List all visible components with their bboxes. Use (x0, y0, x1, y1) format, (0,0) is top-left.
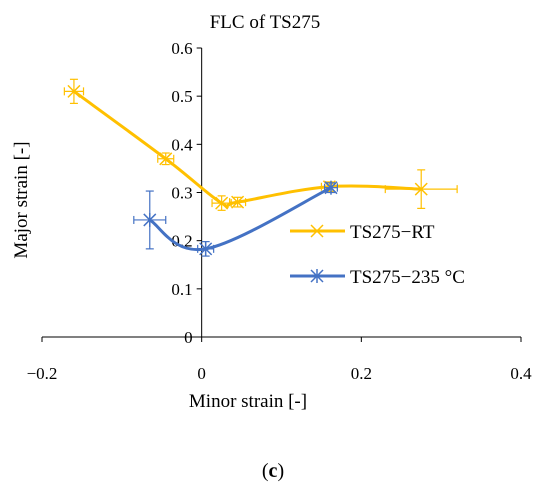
marker-stroke (231, 195, 245, 209)
marker-stroke (159, 152, 173, 166)
legend-label-rt: TS275−RT (350, 222, 435, 243)
legend: TS275−RT TS275−235 °C (290, 222, 465, 288)
y-axis-label: Major strain [-] (11, 141, 32, 258)
y-tick-label: 0 (184, 328, 193, 347)
caption-letter: c (269, 460, 278, 482)
chart-title: FLC of TS275 (210, 12, 321, 33)
data-point (231, 195, 245, 209)
y-tick-label: 0.3 (171, 184, 192, 203)
y-tick-label: 0.2 (171, 232, 192, 251)
x-tick-label: −0.2 (27, 364, 58, 383)
legend-marker-235 (310, 269, 324, 283)
series-line (148, 186, 332, 252)
y-tick-label: 0.5 (171, 87, 192, 106)
marker-stroke (310, 224, 324, 238)
data-point (199, 241, 213, 256)
x-tick-label: 0.2 (351, 364, 372, 383)
x-axis-label: Minor strain [-] (189, 391, 307, 412)
data-point (215, 196, 229, 210)
y-tick-labels: 0 0.1 0.2 0.3 0.4 0.5 0.6 (171, 39, 193, 347)
legend-marker (310, 224, 324, 238)
y-tick-label: 0.4 (171, 135, 193, 154)
data-point (67, 84, 81, 98)
y-tick-label: 0.1 (171, 280, 192, 299)
x-tick-label: 0 (197, 364, 206, 383)
legend-label-235: TS275−235 °C (350, 267, 465, 288)
series-rt (63, 78, 458, 211)
data-point (159, 152, 173, 166)
marker-stroke (414, 182, 428, 196)
x-tick-labels: −0.2 0 0.2 0.4 (27, 364, 533, 383)
axes (41, 47, 522, 342)
data-point (324, 180, 338, 195)
series-235c (133, 180, 338, 257)
figure-caption: (c) (262, 460, 284, 482)
x-tick-label: 0.4 (510, 364, 532, 383)
marker-stroke (67, 84, 81, 98)
legend-marker (310, 269, 324, 283)
data-point (414, 182, 428, 196)
caption-open-paren: ( (262, 460, 269, 482)
data-point (143, 212, 157, 227)
series-line (73, 90, 422, 209)
y-tick-label: 0.6 (171, 39, 192, 58)
caption-close-paren: ) (277, 460, 284, 482)
marker-stroke (215, 196, 229, 210)
series-layer (63, 78, 458, 257)
legend-marker-rt (310, 224, 324, 238)
